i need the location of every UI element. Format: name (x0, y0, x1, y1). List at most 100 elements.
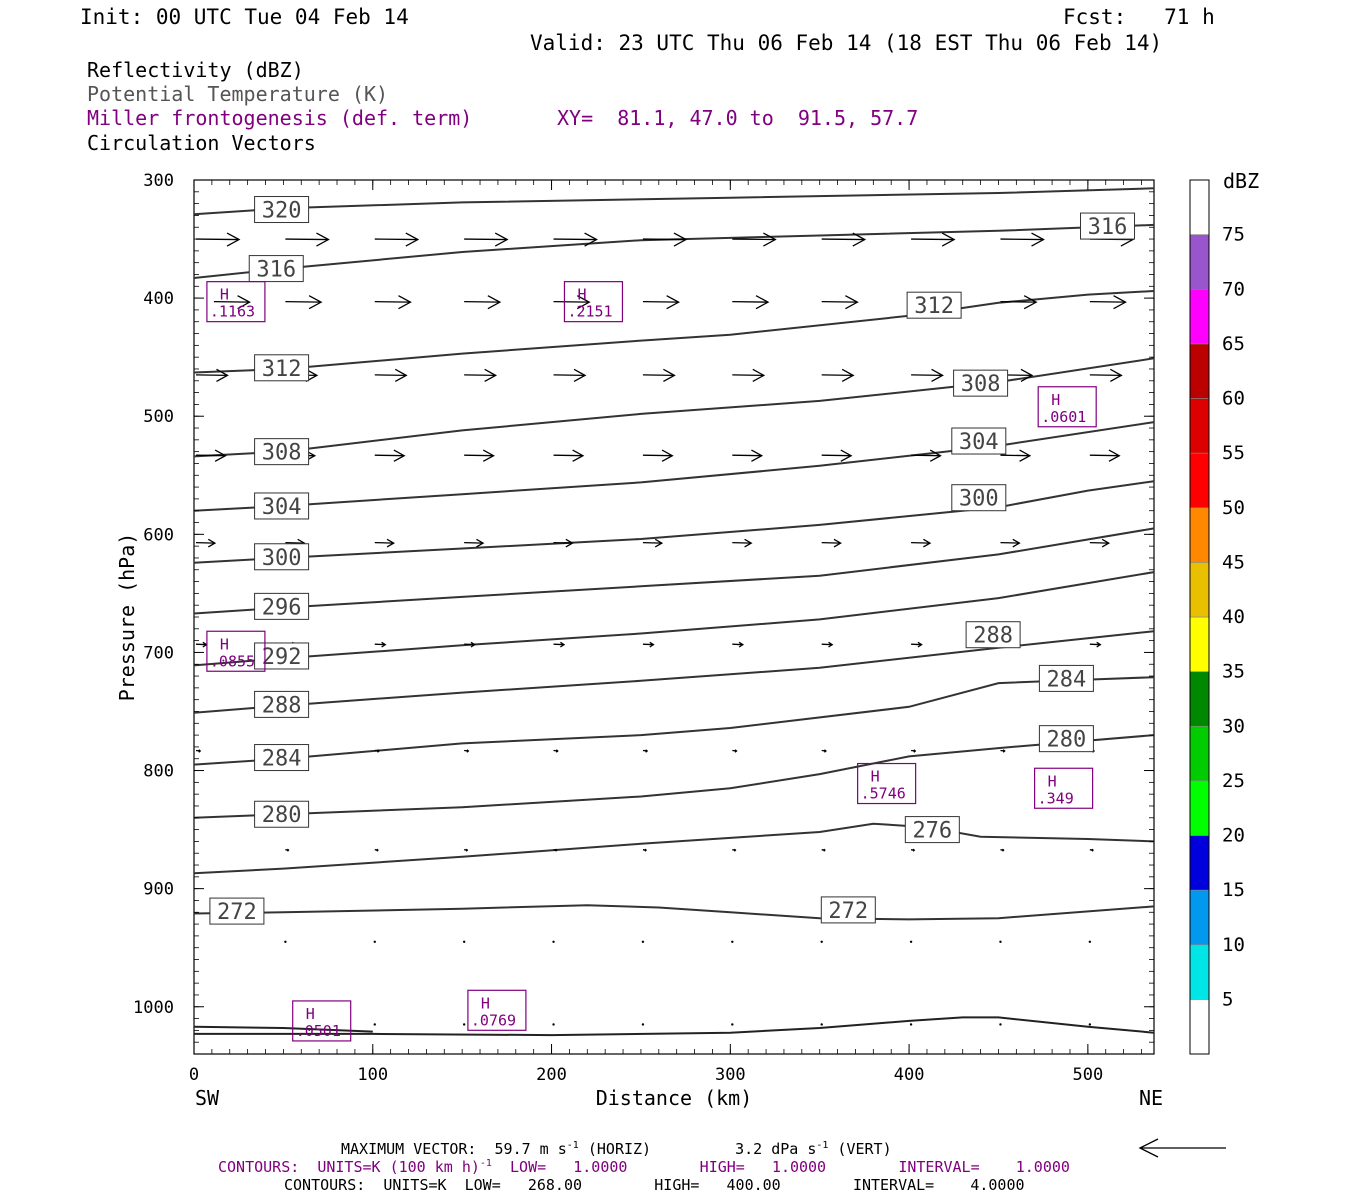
circulation-vector (195, 641, 208, 648)
circulation-vector (195, 368, 229, 382)
colorbar-level: 20 (1222, 825, 1245, 847)
circulation-vector (553, 368, 587, 382)
circulation-vector (641, 940, 645, 943)
high-value: .5746 (861, 785, 906, 803)
theta-label: 320 (262, 199, 302, 224)
high-marker: H (220, 635, 229, 653)
theta-label-box (254, 438, 310, 466)
circulation-vector (553, 449, 585, 462)
circulation-vector (642, 641, 655, 648)
y-tick-label: 600 (143, 525, 174, 545)
theta-contour-300 (193, 480, 1155, 564)
theta-label: 276 (912, 819, 952, 844)
circulation-vector (732, 641, 745, 648)
circulation-vector (641, 1023, 645, 1026)
theta-label-box (254, 592, 310, 620)
frontogenesis-high: H.0501 (292, 1000, 352, 1042)
circulation-vector (374, 368, 408, 382)
theta-contour-280 (193, 734, 1155, 819)
circulation-vector (820, 940, 823, 943)
circulation-vector (642, 449, 674, 462)
circulation-vector (374, 449, 406, 462)
theta-label-box (254, 800, 310, 828)
circulation-vector (552, 940, 555, 943)
circulation-vector (731, 940, 734, 943)
high-value: .0601 (1041, 408, 1086, 426)
theta-label-box (254, 543, 310, 571)
high-value: .0769 (471, 1011, 516, 1029)
theta-label: 272 (217, 900, 257, 925)
max-vector-info: MAXIMUM VECTOR: 59.7 m s-1 (HORIZ) 3.2 dP… (341, 1140, 892, 1158)
colorbar-level: 75 (1222, 224, 1245, 246)
colorbar-level: 25 (1222, 770, 1245, 792)
theta-label-box (906, 291, 962, 319)
theta-contour-292 (193, 571, 1155, 667)
circulation-vector (1089, 641, 1102, 648)
theta-label-box (904, 816, 960, 844)
colorbar-swatch (1189, 507, 1210, 563)
circulation-vector (373, 1023, 376, 1026)
circulation-vector (552, 1023, 555, 1026)
contours-theta-info: CONTOURS: UNITS=K LOW= 268.00 HIGH= 400.… (284, 1176, 1025, 1194)
circulation-vector (195, 232, 241, 247)
circulation-vector (732, 449, 764, 462)
circulation-vector (1000, 232, 1045, 247)
theta-label: 304 (262, 495, 302, 520)
colorbar-level: 45 (1222, 551, 1245, 573)
colorbar-level: 30 (1222, 715, 1245, 737)
x-tick-label: 400 (894, 1065, 925, 1085)
frontogenesis-high: H.1163 (206, 281, 266, 323)
colorbar-swatch (1189, 234, 1210, 290)
circulation-vector (821, 641, 834, 648)
theta-label-box (1038, 664, 1094, 692)
x-axis-title: Distance (km) (596, 1086, 753, 1110)
circulation-vector (1088, 940, 1092, 943)
theta-label: 284 (262, 747, 302, 772)
colorbar-frame (1189, 179, 1210, 1055)
circulation-vector (553, 538, 574, 548)
circulation-vector (642, 368, 676, 382)
theta-label-box (1080, 212, 1136, 240)
high-marker: H (481, 994, 490, 1012)
theta-label-box (248, 255, 304, 283)
theta-label: 312 (262, 357, 302, 382)
y-tick-label: 1000 (133, 998, 174, 1018)
circulation-vector (285, 232, 330, 247)
high-value: .2151 (567, 303, 612, 321)
y-tick-label: 700 (143, 643, 174, 663)
theta-contour-304 (193, 421, 1155, 512)
theta-label-box (209, 897, 265, 925)
x-tick-label: 200 (536, 1065, 567, 1085)
colorbar-level: 70 (1222, 278, 1245, 300)
circulation-vector (1088, 1023, 1092, 1026)
circulation-vector (821, 232, 867, 247)
theta-label: 316 (1088, 215, 1128, 240)
colorbar-level: 35 (1222, 661, 1245, 683)
circulation-vector (1000, 295, 1038, 310)
frontogenesis-high: H.0769 (467, 989, 527, 1031)
theta-label: 304 (959, 430, 999, 455)
high-value: .0501 (296, 1022, 341, 1040)
circulation-vector (464, 848, 469, 852)
reference-vector-arrow (1138, 1138, 1226, 1158)
circulation-vector (1089, 449, 1121, 462)
circulation-vector (999, 940, 1002, 943)
circulation-vector (911, 368, 944, 382)
high-marker: H (1048, 772, 1057, 790)
theta-label-box (1038, 725, 1094, 753)
circulation-vector (213, 295, 251, 310)
theta-label: 284 (1047, 667, 1087, 692)
frontogenesis-high: H.5746 (857, 762, 917, 805)
colorbar-level: 65 (1222, 333, 1245, 355)
circulation-vector (464, 295, 502, 310)
circulation-vector (285, 295, 323, 310)
circulation-vector (821, 449, 853, 462)
theta-label: 288 (262, 693, 302, 718)
circulation-vector (731, 1023, 734, 1026)
field-frontogenesis: Miller frontogenesis (def. term) (87, 106, 473, 130)
circulation-vector (911, 749, 917, 753)
y-tick-label: 900 (143, 880, 174, 900)
theta-label: 288 (973, 624, 1013, 649)
circulation-vector (1089, 368, 1123, 382)
